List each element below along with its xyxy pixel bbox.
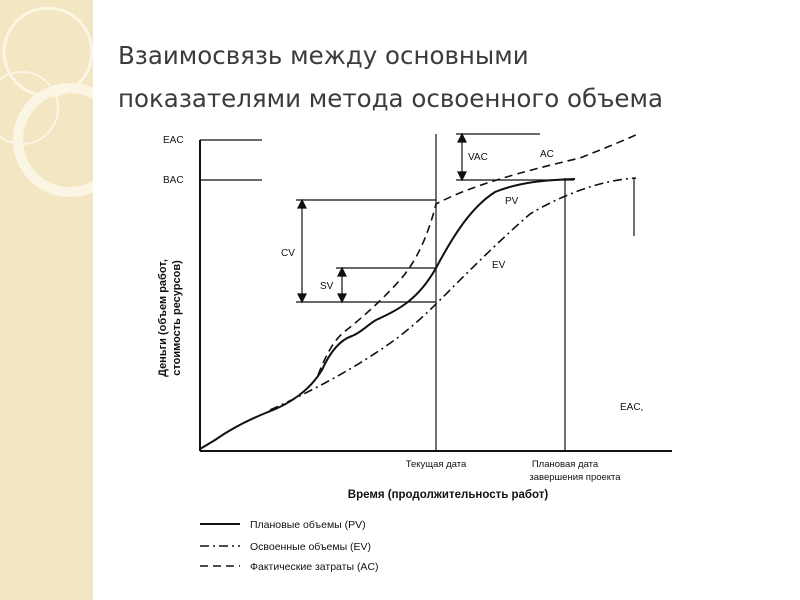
label-sv: SV — [320, 281, 334, 292]
label-ac: AC — [540, 149, 554, 160]
legend: Плановые объемы (PV) Освоенные объемы (E… — [200, 519, 379, 573]
ev-curve — [269, 177, 637, 411]
sv-arrow — [337, 266, 347, 304]
vac-arrow — [457, 132, 467, 182]
label-eac-end: EAC, — [620, 402, 643, 413]
x-tick-planned-end-line-2: завершения проекта — [529, 472, 621, 483]
slide-title-line-2: показателями метода освоенного объема — [118, 84, 663, 113]
y-tick-eac: EAC — [163, 135, 184, 146]
y-tick-bac: BAC — [163, 175, 184, 186]
y-axis-label-line-2: стоимость ресурсов) — [171, 260, 183, 376]
label-ev: EV — [492, 260, 506, 271]
x-axis-label: Время (продолжительность работ) — [348, 489, 549, 501]
decorative-circles — [0, 6, 93, 197]
label-pv: PV — [505, 196, 519, 207]
y-axis-label-line-1: Деньги (объем работ, — [157, 259, 169, 377]
slide-title: Взаимосвязь между основными показателями… — [118, 34, 778, 120]
ac-curve — [317, 133, 639, 376]
decorative-side-panel — [0, 0, 93, 600]
legend-label-ev: Освоенные объемы (EV) — [250, 541, 371, 553]
y-axis-label: Деньги (объем работ, стоимость ресурсов) — [157, 259, 183, 377]
pv-curve — [199, 178, 576, 450]
label-cv: CV — [281, 248, 295, 259]
cv-arrow — [297, 198, 307, 304]
x-tick-planned-end-line-1: Плановая дата — [532, 459, 599, 470]
label-vac: VAC — [468, 152, 488, 163]
legend-label-pv: Плановые объемы (PV) — [250, 519, 366, 531]
x-tick-current-date: Текущая дата — [406, 459, 467, 470]
legend-label-ac: Фактические затраты (AC) — [250, 561, 379, 573]
slide-title-line-1: Взаимосвязь между основными — [118, 41, 529, 70]
